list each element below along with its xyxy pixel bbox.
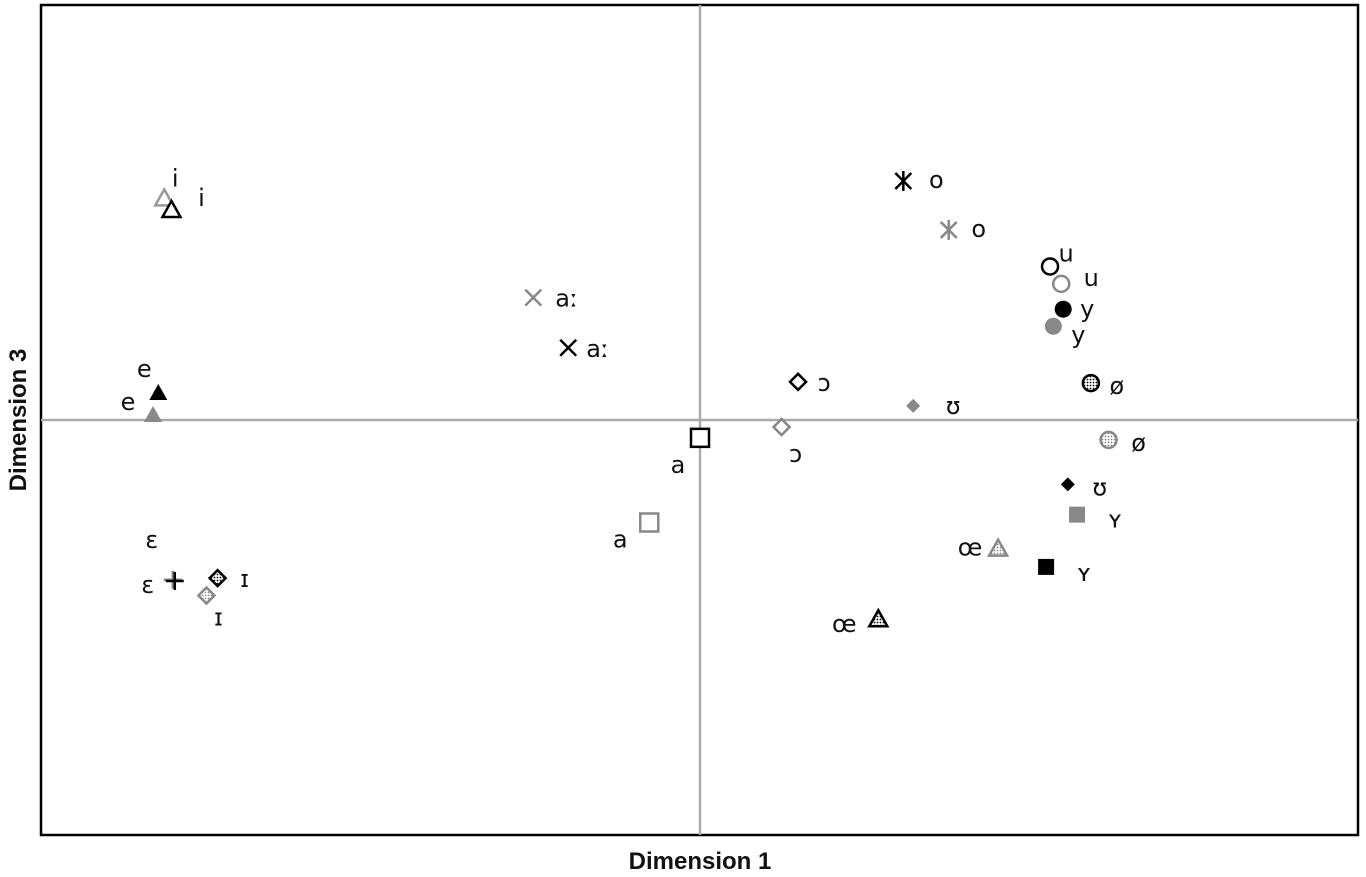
point-label: œ xyxy=(832,610,857,638)
marker-square xyxy=(1038,558,1055,575)
marker-diamond-open xyxy=(771,417,792,437)
marker-diamond-dotted xyxy=(207,568,228,588)
marker-triangle-open xyxy=(153,186,176,207)
marker-square-open xyxy=(689,427,711,449)
point-label: a xyxy=(613,526,628,554)
point-label: ø xyxy=(1110,372,1125,400)
marker-diamond xyxy=(1060,477,1075,492)
point-label: y xyxy=(1080,295,1094,323)
marker-x xyxy=(524,288,543,307)
marker-triangle xyxy=(149,384,168,401)
point-label: ʏ xyxy=(1108,506,1123,534)
marker-diamond xyxy=(906,398,921,413)
point-label: ɔ xyxy=(817,369,830,397)
marker-x xyxy=(559,338,578,357)
point-label: ɔ xyxy=(789,440,802,468)
marker-circle xyxy=(1044,317,1062,335)
point-label: e xyxy=(137,355,152,383)
marker-circle-dotted xyxy=(1099,430,1118,450)
point-label: ø xyxy=(1131,429,1146,457)
point-label: ʊ xyxy=(1092,473,1107,501)
point-label: a xyxy=(671,451,686,479)
marker-circle-open xyxy=(1051,274,1071,294)
marker-triangle xyxy=(144,406,163,423)
marker-triangle-dotted xyxy=(867,607,890,628)
marker-circle-open xyxy=(1040,257,1060,276)
point-label: i xyxy=(172,164,179,192)
point-label: ʊ xyxy=(946,392,961,420)
marker-plus xyxy=(165,572,184,591)
marker-square-open xyxy=(639,512,660,533)
marker-circle-dotted xyxy=(1081,373,1101,393)
point-label: ɪ xyxy=(214,604,223,632)
x-axis-title: Dimension 1 xyxy=(629,848,772,875)
marker-asterisk xyxy=(939,219,958,240)
marker-circle xyxy=(1054,300,1072,318)
point-label: e xyxy=(121,388,136,416)
marker-diamond-dotted xyxy=(196,585,217,606)
point-label: u xyxy=(1058,239,1073,267)
point-label: ɪ xyxy=(240,565,249,593)
marker-asterisk xyxy=(894,170,913,191)
point-label: y xyxy=(1071,321,1085,349)
point-label: o xyxy=(929,166,944,194)
marker-triangle-open xyxy=(160,198,183,219)
marker-square xyxy=(1069,506,1086,523)
point-label: aː xyxy=(555,285,578,313)
point-label: u xyxy=(1084,264,1099,292)
point-label: œ xyxy=(958,534,983,562)
y-axis-title: Dimension 3 xyxy=(5,349,32,492)
point-label: ʏ xyxy=(1077,559,1092,587)
point-label: i xyxy=(198,184,205,212)
marker-triangle-dotted xyxy=(986,537,1010,557)
marker-diamond-open xyxy=(788,372,808,392)
point-label: ɛ xyxy=(141,571,154,599)
point-label: o xyxy=(971,215,986,243)
point-label: ɛ xyxy=(145,526,158,554)
point-label: aː xyxy=(586,335,609,363)
